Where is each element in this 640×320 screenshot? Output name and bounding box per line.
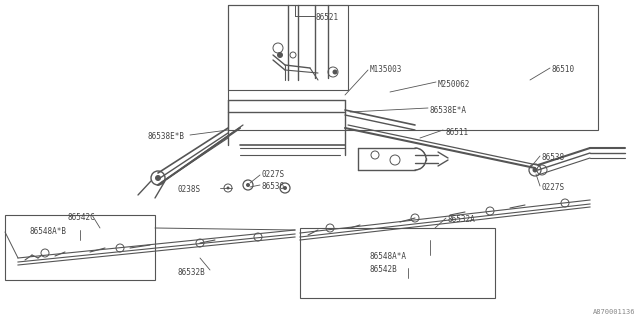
Text: 86542C: 86542C bbox=[68, 213, 96, 222]
Text: 86538: 86538 bbox=[542, 153, 565, 162]
Text: 86548A*B: 86548A*B bbox=[30, 227, 67, 236]
Text: 0238S: 0238S bbox=[178, 185, 201, 194]
Text: 86532B: 86532B bbox=[178, 268, 205, 277]
Text: M135003: M135003 bbox=[370, 65, 403, 74]
Circle shape bbox=[333, 69, 337, 75]
Bar bbox=[228, 5, 598, 130]
Text: M250062: M250062 bbox=[438, 80, 470, 89]
Bar bbox=[300, 228, 495, 298]
Bar bbox=[228, 5, 348, 90]
Circle shape bbox=[155, 175, 161, 181]
Text: 86521: 86521 bbox=[315, 13, 338, 22]
Text: 86538E*B: 86538E*B bbox=[148, 132, 185, 141]
Circle shape bbox=[227, 187, 230, 189]
Circle shape bbox=[532, 167, 538, 172]
Circle shape bbox=[246, 183, 250, 187]
Text: 86510: 86510 bbox=[552, 65, 575, 74]
Text: 86542B: 86542B bbox=[370, 265, 397, 274]
Text: 0227S: 0227S bbox=[542, 183, 565, 192]
Circle shape bbox=[283, 186, 287, 190]
Text: 86536: 86536 bbox=[262, 182, 285, 191]
Text: A870001136: A870001136 bbox=[593, 309, 635, 315]
Text: 86538E*A: 86538E*A bbox=[430, 106, 467, 115]
Text: 86548A*A: 86548A*A bbox=[370, 252, 407, 261]
Circle shape bbox=[277, 52, 283, 58]
Bar bbox=[5, 215, 155, 280]
Text: 86511: 86511 bbox=[445, 128, 468, 137]
Text: 0227S: 0227S bbox=[262, 170, 285, 179]
Text: 86532A: 86532A bbox=[448, 215, 476, 224]
